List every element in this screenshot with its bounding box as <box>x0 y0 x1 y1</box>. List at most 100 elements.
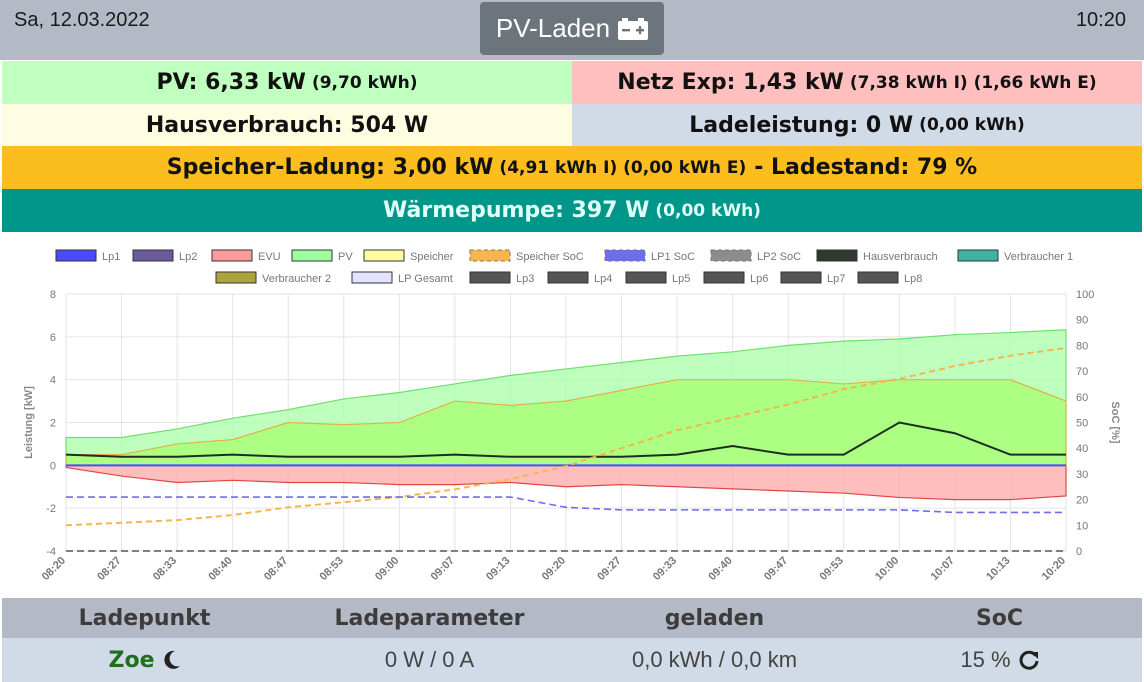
battery-icon <box>618 17 649 40</box>
x-tick-label: 10:00 <box>873 555 901 583</box>
x-tick-label: 09:20 <box>540 555 568 583</box>
legend-label: PV <box>338 251 353 263</box>
legend-label: Lp8 <box>904 273 922 285</box>
y-tick-label: -4 <box>46 546 56 558</box>
legend-swatch <box>703 271 745 284</box>
y2-tick-label: 100 <box>1076 289 1094 301</box>
y2-tick-label: 90 <box>1076 315 1088 327</box>
y-axis-title: Leistung [kW] <box>23 386 35 459</box>
legend-label: EVU <box>258 251 281 263</box>
house-consumption-stat: Hausverbrauch: 504 W <box>2 104 572 146</box>
pv-stat: PV: 6,33 kW (9,70 kWh) <box>2 61 572 104</box>
charging-power-stat: Ladeleistung: 0 W (0,00 kWh) <box>572 104 1142 146</box>
legend-label: Speicher SoC <box>516 251 584 263</box>
chargepoint-table-header: Ladepunkt Ladeparameter geladen SoC <box>2 598 1142 638</box>
legend-label: LP1 SoC <box>651 251 695 263</box>
storage-stat: Speicher-Ladung: 3,00 kW (4,91 kWh I) (0… <box>2 146 1142 189</box>
legend-swatch <box>547 271 589 284</box>
refresh-icon[interactable] <box>1019 650 1039 670</box>
x-tick-label: 08:33 <box>151 555 179 583</box>
speicher-area <box>65 379 1067 466</box>
legend-swatch <box>469 249 511 262</box>
header-bar: Sa, 12.03.2022 PV-Laden 10:20 <box>0 0 1144 60</box>
legend-swatch <box>710 249 752 262</box>
legend-swatch <box>780 271 822 284</box>
vehicle-soc: 15 % <box>960 647 1011 672</box>
y2-tick-label: 70 <box>1076 366 1088 378</box>
date-label: Sa, 12.03.2022 <box>14 9 150 31</box>
legend-swatch <box>816 249 858 262</box>
y2-tick-label: 20 <box>1076 495 1088 507</box>
legend-label: Lp7 <box>827 273 845 285</box>
y-tick-label: 8 <box>50 289 56 301</box>
legend-swatch <box>857 271 899 284</box>
legend-swatch <box>363 249 405 262</box>
x-tick-label: 08:27 <box>95 555 123 583</box>
legend-label: Lp3 <box>516 273 534 285</box>
y2-tick-label: 30 <box>1076 469 1088 481</box>
legend-swatch <box>625 271 667 284</box>
chargepoint-name: Zoe <box>108 647 155 673</box>
storage-power: Speicher-Ladung: 3,00 kW <box>166 155 494 180</box>
grid-energy: (7,38 kWh I) (1,66 kWh E) <box>849 72 1097 93</box>
heatpump-power: Wärmepumpe: 397 W <box>383 198 650 223</box>
y-tick-label: -2 <box>46 503 56 515</box>
power-chart[interactable]: Lp1 Lp2 EVU PV Speicher Speicher SoC LP1 SoC LP… <box>0 240 1144 596</box>
x-tick-label: 09:33 <box>651 555 679 583</box>
col-ladeparameter: Ladeparameter <box>334 605 525 631</box>
legend-swatch <box>291 249 333 262</box>
legend-label: LP2 SoC <box>757 251 801 263</box>
heatpump-energy: (0,00 kWh) <box>655 200 761 221</box>
charge-mode-button[interactable]: PV-Laden <box>480 2 664 55</box>
x-tick-label: 09:00 <box>373 555 401 583</box>
legend-swatch <box>604 249 646 262</box>
house-consumption: Hausverbrauch: 504 W <box>145 112 429 138</box>
legend-label: Lp4 <box>594 273 612 285</box>
pv-energy: (9,70 kWh) <box>311 72 418 93</box>
legend-label: LP Gesamt <box>398 273 453 285</box>
x-tick-label: 09:13 <box>484 555 512 583</box>
chargepoint-name-cell[interactable]: Zoe <box>2 638 287 682</box>
legend-swatch <box>215 271 257 284</box>
x-tick-label: 09:27 <box>595 555 623 583</box>
col-soc: SoC <box>975 605 1024 631</box>
legend-label: Lp1 <box>102 251 120 263</box>
y-tick-label: 4 <box>50 375 56 387</box>
y2-tick-label: 40 <box>1076 443 1088 455</box>
y-tick-label: 2 <box>50 418 56 430</box>
y2-tick-label: 10 <box>1076 520 1088 532</box>
legend-label: Lp5 <box>672 273 690 285</box>
x-tick-label: 09:40 <box>706 555 734 583</box>
evu-area <box>65 464 1067 501</box>
x-tick-label: 09:47 <box>762 555 790 583</box>
heatpump-stat: Wärmepumpe: 397 W (0,00 kWh) <box>2 189 1142 232</box>
charge-mode-label: PV-Laden <box>495 13 611 43</box>
charging-energy: (0,00 kWh) <box>919 115 1025 135</box>
table-row[interactable]: Zoe 0 W / 0 A 0,0 kWh / 0,0 km 15 % <box>2 638 1142 682</box>
storage-soc: - Ladestand: 79 % <box>754 155 978 180</box>
speicher-soc-line <box>65 346 1067 527</box>
col-geladen: geladen <box>664 605 765 631</box>
charged-amount: 0,0 kWh / 0,0 km <box>631 647 798 672</box>
clock-label: 10:20 <box>1075 9 1126 31</box>
col-ladepunkt: Ladepunkt <box>78 605 211 631</box>
moon-icon <box>163 650 180 669</box>
vehicle-soc-cell[interactable]: 15 % <box>857 638 1142 682</box>
legend-label: Hausverbrauch <box>863 251 938 263</box>
legend-label: Lp6 <box>750 273 768 285</box>
legend-swatch <box>55 249 97 262</box>
x-tick-label: 08:40 <box>206 555 234 583</box>
x-tick-label: 08:20 <box>40 555 68 583</box>
charge-parameter: 0 W / 0 A <box>384 647 475 672</box>
legend-swatch <box>351 271 393 284</box>
y2-tick-label: 60 <box>1076 392 1088 404</box>
legend-swatch <box>469 271 511 284</box>
pv-power: PV: 6,33 kW <box>156 70 306 95</box>
legend-swatch <box>211 249 253 262</box>
grid-power: Netz Exp: 1,43 kW <box>617 70 844 95</box>
x-tick-label: 10:20 <box>1040 555 1068 583</box>
y2-tick-label: 0 <box>1076 546 1082 558</box>
legend-swatch <box>132 249 174 262</box>
legend-label: Verbraucher 2 <box>262 273 331 285</box>
